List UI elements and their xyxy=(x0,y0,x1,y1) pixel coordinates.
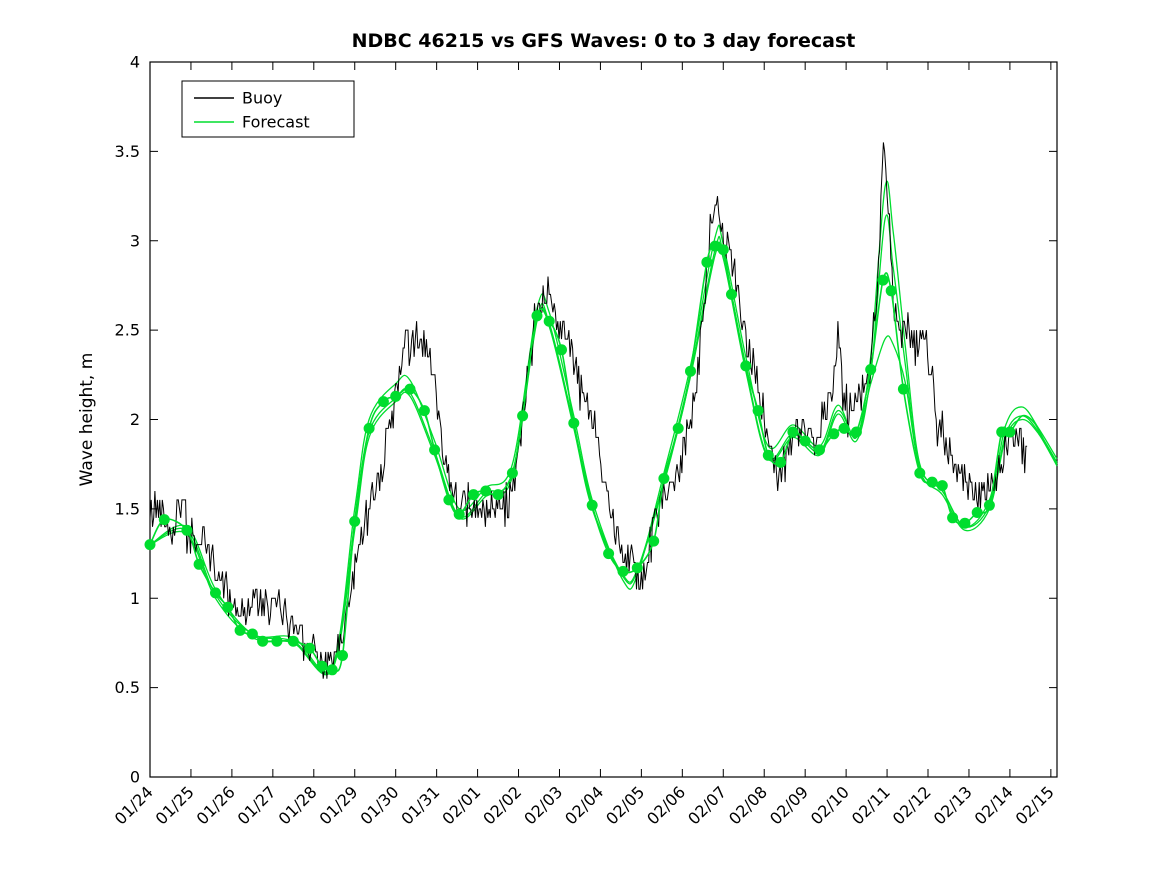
forecast-marker-dot xyxy=(556,344,567,356)
forecast-marker-dot xyxy=(658,473,670,484)
forecast-marker-dot xyxy=(349,515,361,527)
forecast-marker-dot xyxy=(337,650,348,661)
forecast-marker-dot xyxy=(453,508,465,520)
forecast-marker-dot xyxy=(603,548,615,560)
forecast-marker-dot xyxy=(506,467,518,479)
forecast-marker-dot xyxy=(787,426,799,438)
forecast-marker-dot xyxy=(762,449,774,461)
forecast-marker-dot xyxy=(740,360,752,372)
buoy-series-line xyxy=(149,142,1028,679)
forecast-marker-dot xyxy=(257,635,269,647)
forecast-marker-dot xyxy=(959,517,971,529)
forecast-marker-dot xyxy=(685,365,696,377)
legend-entry-label: Buoy xyxy=(242,89,282,108)
forecast-marker-dot xyxy=(914,467,926,479)
forecast-marker-dot xyxy=(492,489,504,501)
forecast-marker-dot xyxy=(287,635,299,647)
forecast-marker-dot xyxy=(775,456,787,468)
forecast-marker-dot xyxy=(672,422,684,434)
forecast-marker-dot xyxy=(885,285,897,297)
forecast-marker-dot xyxy=(799,435,811,447)
forecast-marker-dot xyxy=(828,428,840,440)
forecast-marker-dot xyxy=(1004,426,1016,438)
forecast-marker-dot xyxy=(996,426,1008,438)
forecast-marker-dot xyxy=(222,601,234,613)
forecast-marker-dot xyxy=(726,288,737,300)
forecast-marker-dot xyxy=(752,405,764,417)
forecast-marker-dot xyxy=(877,274,889,286)
forecast-marker-dot xyxy=(947,512,959,524)
forecast-marker-dot xyxy=(418,405,430,417)
forecast-marker-dot xyxy=(181,524,193,536)
forecast-marker-dot xyxy=(971,507,983,518)
forecast-marker-dot xyxy=(210,587,221,599)
y-tick-label: 1.5 xyxy=(115,499,140,518)
forecast-marker-dot xyxy=(850,426,862,438)
y-tick-label: 0.5 xyxy=(115,678,140,697)
y-tick-label: 3 xyxy=(130,231,140,250)
forecast-marker-dot xyxy=(316,660,328,672)
chart-title: NDBC 46215 vs GFS Waves: 0 to 3 day fore… xyxy=(352,30,856,52)
legend-box xyxy=(181,80,355,138)
y-tick-label: 0 xyxy=(130,768,140,787)
y-tick-label: 4 xyxy=(130,53,140,72)
forecast-marker-dot xyxy=(717,244,729,256)
y-axis-label: Wave height, m xyxy=(77,353,97,487)
y-tick-label: 2.5 xyxy=(115,321,140,340)
legend-entry-label: Forecast xyxy=(242,113,310,132)
forecast-marker-dot xyxy=(468,489,479,501)
forecast-marker-dot xyxy=(531,310,543,322)
y-tick-label: 1 xyxy=(130,589,140,608)
forecast-marker-dot xyxy=(326,664,338,676)
forecast-marker-dot xyxy=(838,422,850,434)
forecast-marker-dot xyxy=(568,417,580,429)
forecast-marker-dot xyxy=(429,444,441,456)
forecast-marker-dot xyxy=(480,485,492,497)
legend: Buoy Forecast xyxy=(181,80,355,138)
forecast-marker-dot xyxy=(443,494,455,506)
forecast-marker-dot xyxy=(144,539,156,551)
forecast-marker-dot xyxy=(404,383,416,395)
forecast-marker-dot xyxy=(543,315,555,327)
forecast-marker-dot xyxy=(648,535,660,547)
y-tick-label: 3.5 xyxy=(115,142,140,161)
y-axis-ticks: 0 0.5 1 1.5 2 2.5 3 3.5 4 xyxy=(115,53,1057,787)
forecast-marker-dot xyxy=(390,390,402,402)
forecast-marker-dot xyxy=(631,562,643,574)
forecast-marker-dot xyxy=(709,240,721,252)
forecast-marker-dot xyxy=(586,499,598,511)
forecast-marker-dot xyxy=(701,256,713,268)
forecast-marker-dot xyxy=(865,364,877,375)
forecast-marker-dot xyxy=(936,480,948,492)
forecast-marker-dot xyxy=(246,628,258,640)
y-tick-label: 2 xyxy=(130,410,140,429)
forecast-markers xyxy=(144,240,1016,676)
forecast-marker-dot xyxy=(517,410,529,422)
forecast-marker-dot xyxy=(304,642,316,654)
forecast-marker-dot xyxy=(363,422,375,434)
forecast-marker-dot xyxy=(193,558,205,570)
forecast-marker-dot xyxy=(897,383,909,395)
forecast-marker-dot xyxy=(234,624,246,636)
forecast-marker-dot xyxy=(158,514,170,526)
forecast-marker-dot xyxy=(617,565,629,577)
forecast-marker-dot xyxy=(377,396,389,408)
forecast-marker-dot xyxy=(926,476,938,488)
forecast-marker-dot xyxy=(814,444,825,456)
forecast-marker-dot xyxy=(983,499,995,511)
forecast-marker-dot xyxy=(271,635,283,647)
